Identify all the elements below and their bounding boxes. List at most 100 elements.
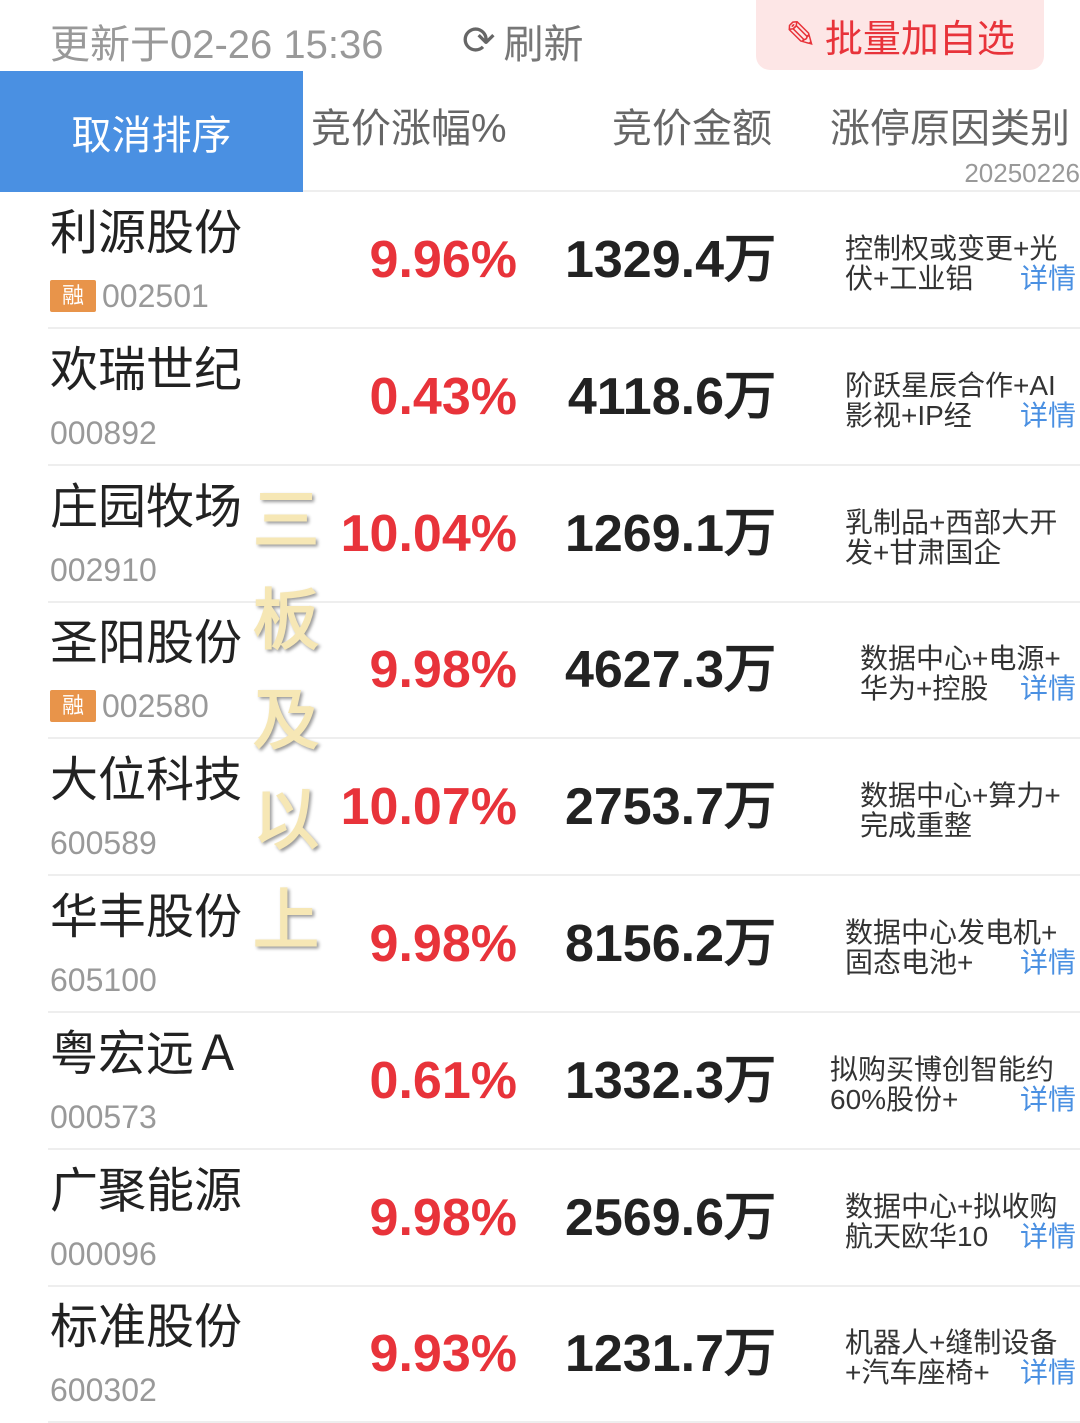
margin-badge: 融 [50, 280, 96, 312]
col-header-amount[interactable]: 竞价金额 [612, 107, 772, 151]
detail-link[interactable]: 详情 [1020, 1083, 1077, 1115]
stock-code: 600302 [50, 1372, 157, 1409]
limit-up-reason: 数据中心发电机+ 固态电池+ [845, 918, 1080, 978]
reason-line-2: 固态电池+ [845, 948, 974, 978]
auction-pct: 9.93% [369, 1325, 517, 1384]
detail-link[interactable]: 详情 [1020, 1357, 1077, 1389]
stock-code: 002501 [102, 278, 209, 314]
col-header-reason[interactable]: 涨停原因类别 [830, 107, 1070, 151]
refresh-button[interactable]: ⟳ 刷新 [462, 12, 584, 70]
stock-name: 标准股份 [50, 1301, 243, 1355]
auction-amount: 1329.4万 [564, 231, 776, 289]
stock-code-wrap: 000096 [50, 1236, 157, 1272]
limit-up-reason: 数据中心+电源+ 华为+控股 [860, 644, 1080, 704]
stock-name: 大位科技 [50, 754, 243, 808]
auction-pct: 9.96% [369, 231, 517, 289]
stock-code-wrap: 融 002580 [50, 688, 209, 724]
table-row[interactable]: 广聚能源 000096 9.98% 2569.6万 数据中心+拟收购 航天欧华10… [0, 1150, 1080, 1287]
edit-icon: ✎ [785, 14, 817, 57]
stock-name: 庄园牧场 [50, 480, 243, 534]
reason-line-2: 伏+工业铝 [845, 264, 974, 294]
batch-add-label: 批量加自选 [824, 18, 1015, 61]
table-row[interactable]: 华丰股份 605100 9.98% 8156.2万 数据中心发电机+ 固态电池+ … [0, 876, 1080, 1013]
batch-add-button[interactable]: ✎ 批量加自选 [756, 0, 1044, 70]
limit-up-reason: 数据中心+算力+ 完成重整 [860, 781, 1080, 841]
auction-amount: 2753.7万 [564, 778, 776, 837]
stock-code-wrap: 605100 [50, 962, 157, 998]
auction-pct: 10.07% [340, 778, 517, 837]
refresh-icon: ⟳ [462, 19, 496, 63]
table-header: 取消排序 竞价涨幅% 竞价金额 涨停原因类别 20250226 [0, 71, 1080, 192]
stock-code-wrap: 600302 [50, 1372, 157, 1408]
table-row[interactable]: 标准股份 600302 9.93% 1231.7万 机器人+缝制设备 +汽车座椅+… [0, 1286, 1080, 1423]
cancel-sort-button[interactable]: 取消排序 [0, 71, 303, 192]
auction-pct: 9.98% [369, 915, 517, 973]
limit-up-reason: 机器人+缝制设备 +汽车座椅+ [845, 1328, 1080, 1388]
stock-code: 002910 [50, 551, 157, 588]
col-header-pct[interactable]: 竞价涨幅% [311, 107, 507, 151]
table-row[interactable]: 大位科技 600589 10.07% 2753.7万 数据中心+算力+ 完成重整 [0, 739, 1080, 877]
auction-pct: 9.98% [369, 641, 517, 700]
stock-name: 华丰股份 [50, 891, 243, 944]
auction-amount: 8156.2万 [564, 915, 776, 973]
detail-link[interactable]: 详情 [1020, 947, 1077, 978]
detail-link[interactable]: 详情 [1020, 673, 1077, 705]
stock-code: 000096 [50, 1235, 157, 1272]
detail-link[interactable]: 详情 [1020, 1220, 1077, 1252]
row-divider [48, 327, 1080, 329]
row-divider [48, 737, 1080, 740]
table-row[interactable]: 圣阳股份 融 002580 9.98% 4627.3万 数据中心+电源+ 华为+控股… [0, 602, 1080, 740]
stock-code-wrap: 600589 [50, 825, 157, 861]
stock-name: 欢瑞世纪 [50, 343, 243, 397]
top-bar: 更新于02-26 15:36 ⟳ 刷新 ✎ 批量加自选 [0, 0, 1080, 70]
stock-code: 600589 [50, 825, 157, 862]
row-divider [48, 1284, 1080, 1287]
reason-line-2: 华为+控股 [860, 674, 989, 705]
stock-code-wrap: 000892 [50, 415, 157, 451]
stock-name: 广聚能源 [50, 1164, 243, 1218]
reason-line-1: 数据中心+电源+ [860, 644, 1061, 675]
table-row[interactable]: 庄园牧场 002910 10.04% 1269.1万 乳制品+西部大开 发+甘肃国… [0, 466, 1080, 603]
limit-up-reason: 控制权或变更+光 伏+工业铝 [845, 234, 1080, 294]
table-row[interactable]: 利源股份 融 002501 9.96% 1329.4万 控制权或变更+光 伏+工业铝… [0, 192, 1080, 329]
stock-name: 利源股份 [50, 207, 243, 260]
limit-up-reason: 拟购买博创智能约 60%股份+ [830, 1055, 1065, 1115]
detail-link[interactable]: 详情 [1020, 263, 1077, 294]
stock-code: 000892 [50, 414, 157, 451]
stock-code: 605100 [50, 962, 157, 998]
header-date: 20250226 [964, 158, 1080, 188]
reason-line-1: 阶跃星辰合作+AI [845, 370, 1056, 401]
detail-link[interactable]: 详情 [1020, 399, 1077, 431]
reason-line-1: 数据中心+拟收购 [845, 1191, 1058, 1222]
stock-code-wrap: 002910 [50, 552, 157, 588]
row-divider [48, 1011, 1080, 1013]
reason-line-2: +汽车座椅+ [845, 1358, 990, 1389]
reason-line-1: 数据中心发电机+ [845, 918, 1058, 948]
stock-code-wrap: 000573 [50, 1099, 157, 1135]
auction-pct: 0.43% [369, 367, 517, 426]
stock-name: 圣阳股份 [50, 617, 243, 671]
auction-amount: 2569.6万 [564, 1188, 776, 1247]
reason-line-2: 航天欧华10 [845, 1221, 989, 1252]
reason-line-1: 机器人+缝制设备 [845, 1328, 1058, 1359]
stock-name: 粤宏远Ａ [50, 1027, 243, 1081]
reason-line-2: 发+甘肃国企 [845, 537, 1002, 568]
stock-code: 002580 [102, 688, 209, 725]
row-divider [48, 463, 1080, 466]
reason-line-1: 乳制品+西部大开 [845, 507, 1058, 538]
reason-line-1: 拟购买博创智能约 [830, 1054, 1055, 1085]
auction-amount: 4118.6万 [567, 367, 776, 426]
limit-up-reason: 阶跃星辰合作+AI 影视+IP经 [845, 371, 1080, 431]
auction-pct: 10.04% [340, 504, 517, 563]
auction-amount: 4627.3万 [564, 641, 776, 700]
limit-up-reason: 数据中心+拟收购 航天欧华10 [845, 1192, 1080, 1252]
auction-amount: 1269.1万 [564, 504, 776, 563]
row-divider [48, 1147, 1080, 1150]
table-row[interactable]: 欢瑞世纪 000892 0.43% 4118.6万 阶跃星辰合作+AI 影视+IP… [0, 329, 1080, 466]
stock-code-wrap: 融 002501 [50, 278, 209, 314]
table-row[interactable]: 粤宏远Ａ 000573 0.61% 1332.3万 拟购买博创智能约 60%股份+… [0, 1013, 1080, 1150]
auction-pct: 0.61% [369, 1051, 517, 1110]
row-divider [48, 600, 1080, 603]
reason-line-2: 60%股份+ [830, 1084, 959, 1115]
auction-pct: 9.98% [369, 1188, 517, 1247]
